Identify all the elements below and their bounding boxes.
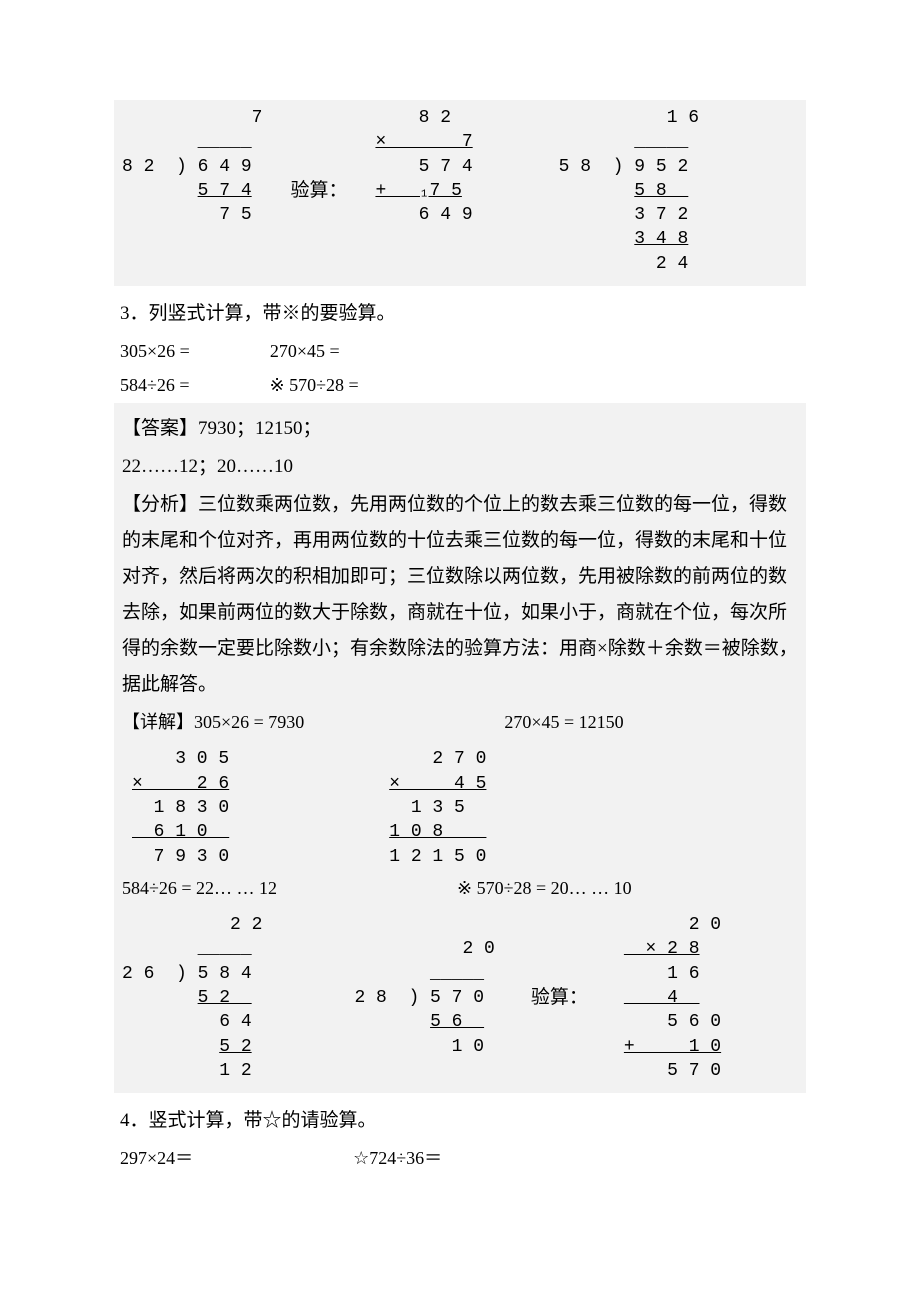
q3-answer: 【答案】7930；12150； (122, 411, 798, 447)
q4-eq2: ☆724÷36＝ (353, 1141, 442, 1175)
q3-result-c: 584÷26 = 22… … 12 (122, 871, 277, 905)
mul-305x26: 3 0 5 × 2 6 1 8 3 0 6 1 0 7 9 3 0 (132, 747, 229, 868)
q3-eq4: ※ 570÷28 = (270, 368, 359, 402)
longdiv-570-28: 2 0 _____ 2 8 ) 5 7 0 5 6 1 0 (354, 937, 494, 1058)
mul-270x45: 2 7 0 × 4 5 1 3 5 1 0 8 1 2 1 5 0 (389, 747, 486, 868)
longdiv-952-58: 1 6 _____ 5 8 ) 9 5 2 5 8 3 7 2 3 4 8 2 … (559, 106, 699, 276)
q3-mul-row: 3 0 5 × 2 6 1 8 3 0 6 1 0 7 9 3 0 2 7 0 … (132, 747, 798, 868)
q3-result-d: ※ 570÷28 = 20… … 10 (457, 871, 632, 905)
q3-answer-2: 22……12；20……10 (122, 449, 798, 485)
verify-label-1: 验算： (290, 178, 347, 204)
check-20x28: 2 0 × 2 8 1 6 4 5 6 0 + 1 0 5 7 0 (624, 913, 721, 1083)
q3-title: 3．列竖式计算，带※的要验算。 (120, 296, 800, 332)
q3-detail-b: 270×45 = 12150 (504, 705, 623, 739)
calc-box-top: 7 _____ 8 2 ) 6 4 9 5 7 4 7 5 验算： 8 2 × … (114, 100, 806, 286)
q3-result-row: 584÷26 = 22… … 12 ※ 570÷28 = 20… … 10 (122, 871, 798, 905)
q3-eq3: 584÷26 = (120, 368, 190, 402)
longdiv-649-82: 7 _____ 8 2 ) 6 4 9 5 7 4 7 5 (122, 106, 262, 227)
q3-detail-a: 【详解】305×26 = 7930 (122, 705, 304, 739)
q3-eq2: 270×45 = (270, 334, 340, 368)
q3-analysis: 【分析】三位数乘两位数，先用两位数的个位上的数去乘三位数的每一位，得数的末尾和个… (122, 487, 798, 704)
q3-line1: 305×26 = 270×45 = (120, 334, 800, 368)
q4-line1: 297×24＝ ☆724÷36＝ (120, 1141, 800, 1175)
q4-title: 4．竖式计算，带☆的请验算。 (120, 1103, 800, 1139)
q3-line2: 584÷26 = ※ 570÷28 = (120, 368, 800, 402)
verify-label-2: 验算： (531, 985, 588, 1011)
q4-eq1: 297×24＝ (120, 1141, 193, 1175)
q3-answer-box: 【答案】7930；12150； 22……12；20……10 【分析】三位数乘两位… (114, 403, 806, 1094)
q3-eq1: 305×26 = (120, 334, 190, 368)
calc-row-1: 7 _____ 8 2 ) 6 4 9 5 7 4 7 5 验算： 8 2 × … (122, 106, 798, 276)
longdiv-584-26: 2 2 _____ 2 6 ) 5 8 4 5 2 6 4 5 2 1 2 (122, 913, 262, 1083)
check-82x7: 8 2 × 7 5 7 4 + ₁7 5 6 4 9 (375, 106, 472, 227)
q3-detail-row: 【详解】305×26 = 7930 270×45 = 12150 (122, 705, 798, 739)
q3-div-row: 2 2 _____ 2 6 ) 5 8 4 5 2 6 4 5 2 1 2 2 … (122, 913, 798, 1083)
